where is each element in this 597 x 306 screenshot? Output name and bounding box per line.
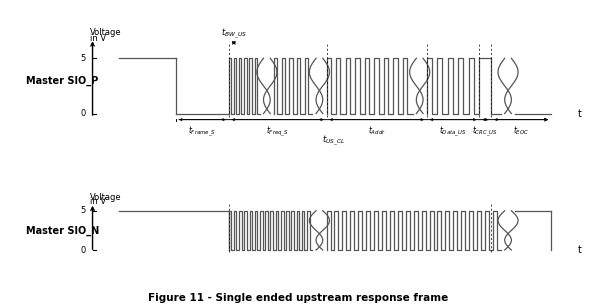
Text: in V: in V bbox=[90, 197, 106, 206]
Text: $t_{Frame\_S}$: $t_{Frame\_S}$ bbox=[189, 125, 216, 139]
Text: 0: 0 bbox=[80, 109, 85, 118]
Text: t: t bbox=[577, 109, 581, 118]
Text: $t_{Addr}$: $t_{Addr}$ bbox=[368, 125, 386, 137]
Text: Master SIO_N: Master SIO_N bbox=[26, 225, 99, 236]
Text: t: t bbox=[577, 245, 581, 255]
Text: Voltage: Voltage bbox=[90, 193, 122, 203]
Text: 5: 5 bbox=[80, 206, 85, 215]
Text: $t_{EOC}$: $t_{EOC}$ bbox=[513, 125, 530, 137]
Text: $t_{US\_CL}$: $t_{US\_CL}$ bbox=[322, 134, 345, 148]
Text: 0: 0 bbox=[80, 245, 85, 255]
Text: Figure 11 - Single ended upstream response frame: Figure 11 - Single ended upstream respon… bbox=[149, 293, 448, 303]
Text: $t_{Data\_US}$: $t_{Data\_US}$ bbox=[439, 125, 467, 139]
Text: 5: 5 bbox=[80, 54, 85, 63]
Text: $t_{CRC\_US}$: $t_{CRC\_US}$ bbox=[472, 125, 498, 139]
Text: in V: in V bbox=[90, 34, 106, 43]
Text: $t_{BW\_US}$: $t_{BW\_US}$ bbox=[221, 26, 247, 41]
Text: Master SIO_P: Master SIO_P bbox=[26, 75, 98, 85]
Text: Voltage: Voltage bbox=[90, 28, 122, 37]
Text: $t_{Freq\_S}$: $t_{Freq\_S}$ bbox=[266, 125, 289, 139]
